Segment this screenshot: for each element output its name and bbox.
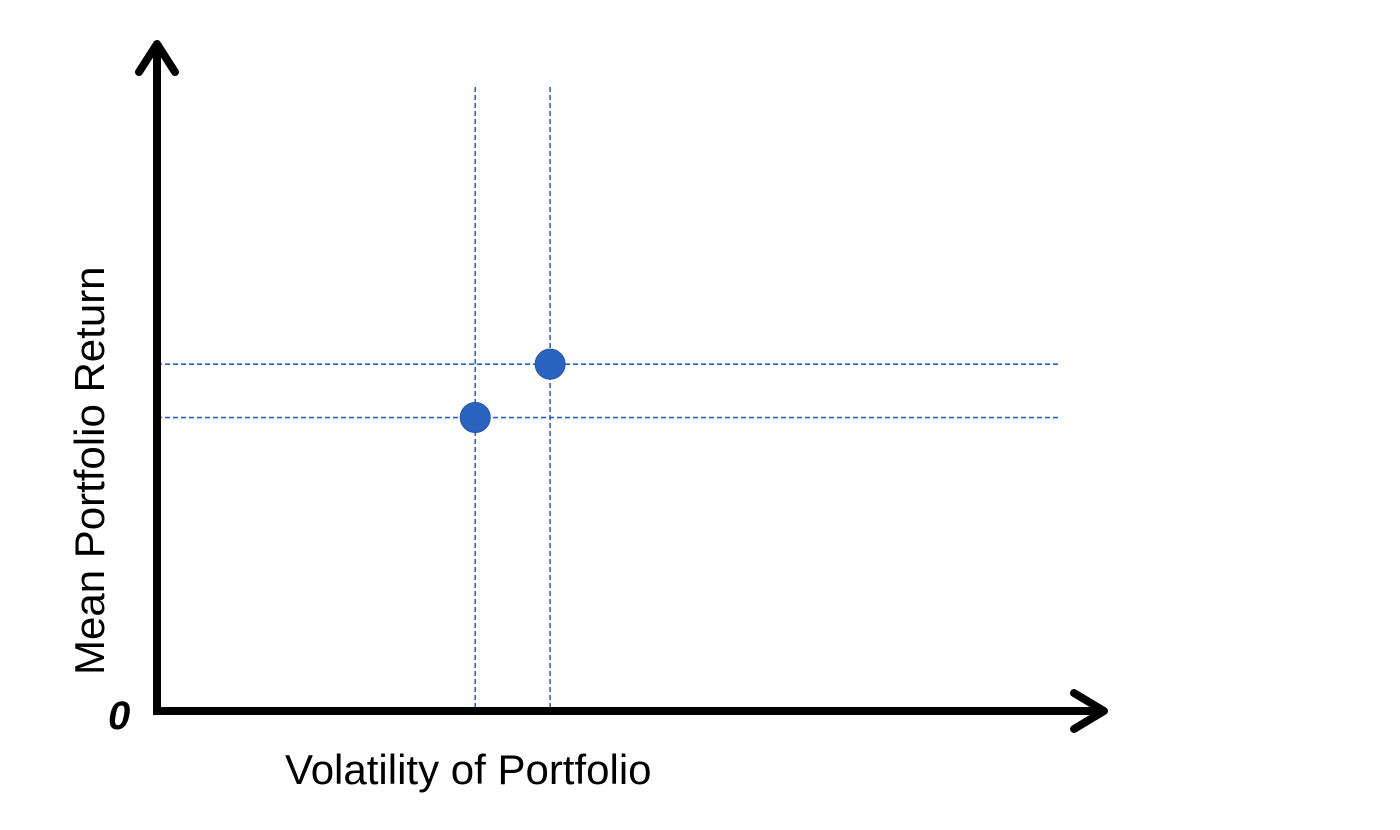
guide-lines (157, 87, 1060, 711)
x-axis-title: Volatility of Portfolio (285, 746, 652, 793)
data-point-1 (459, 402, 491, 434)
x-axis-arrow-icon (1070, 689, 1108, 733)
data-points (459, 348, 566, 434)
data-point-2 (534, 348, 566, 380)
y-axis-title: Mean Portfolio Return (66, 266, 113, 675)
origin-label: 0 (108, 694, 130, 738)
y-axis-arrow-icon (135, 40, 179, 76)
